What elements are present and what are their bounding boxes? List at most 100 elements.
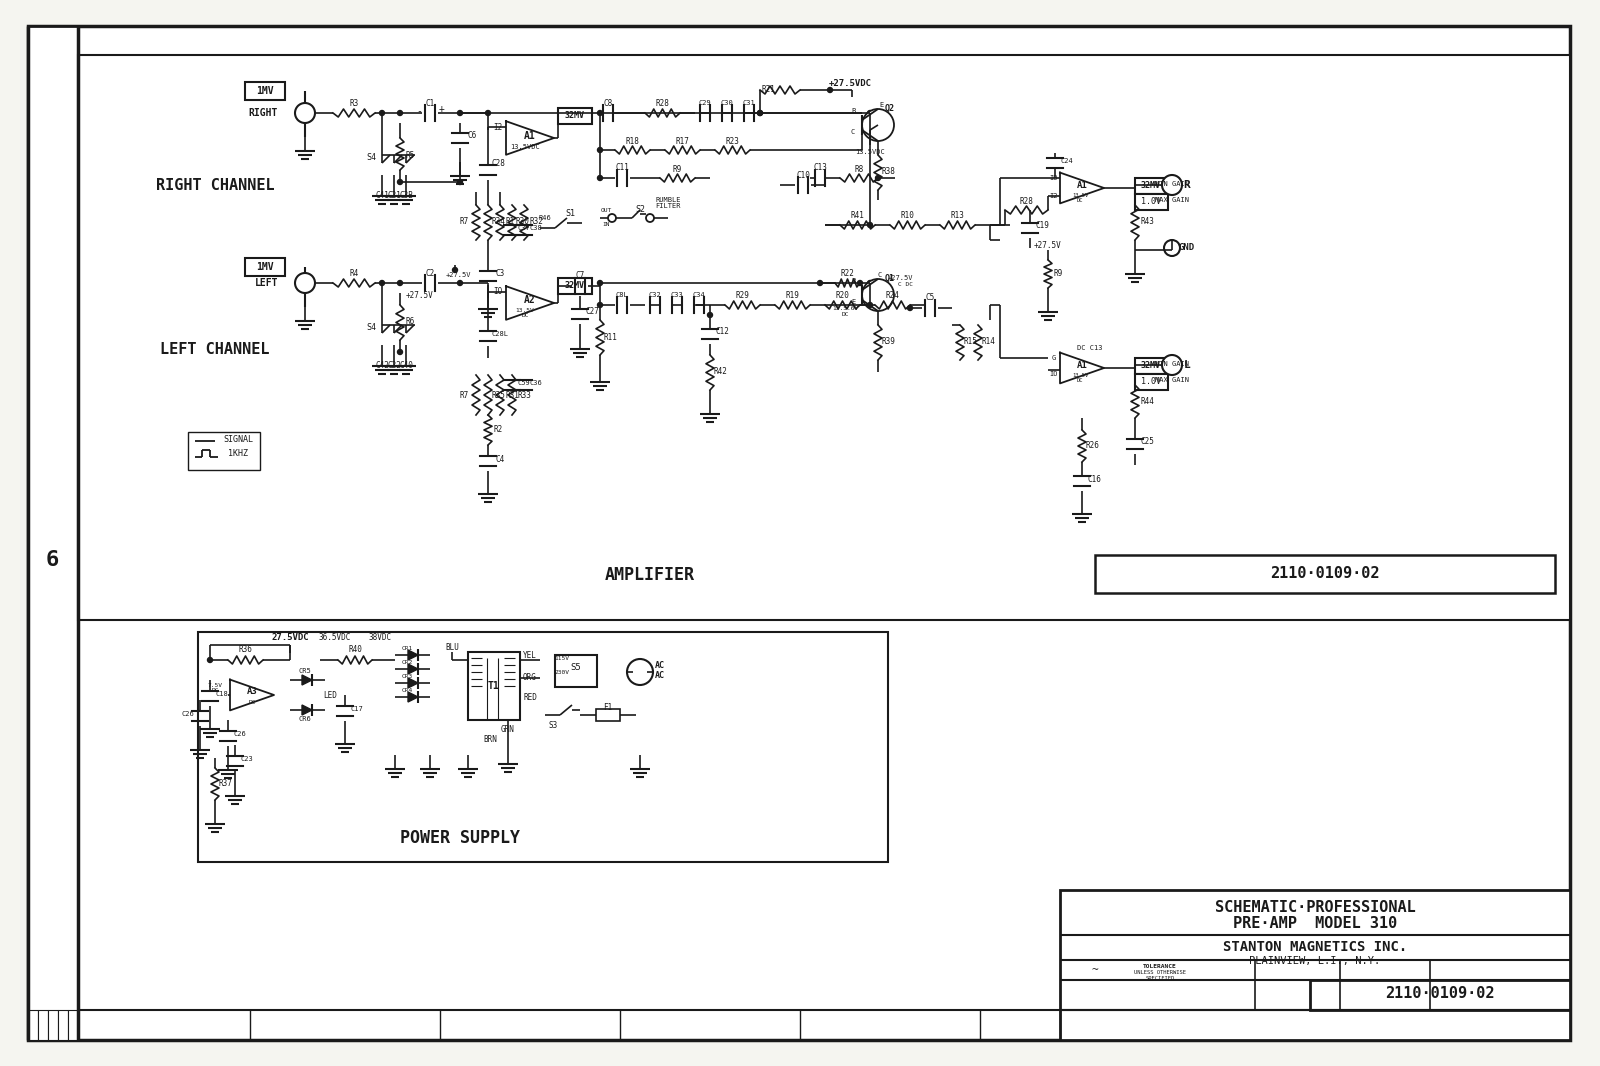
Text: 230V: 230V xyxy=(555,669,570,675)
Text: R21: R21 xyxy=(762,85,774,95)
Text: C18: C18 xyxy=(216,691,229,697)
Bar xyxy=(67,1010,78,1040)
Text: A1: A1 xyxy=(1077,361,1088,371)
Circle shape xyxy=(707,312,712,318)
Text: C30: C30 xyxy=(720,100,733,106)
Text: AMPLIFIER: AMPLIFIER xyxy=(605,566,694,584)
Text: C27: C27 xyxy=(586,307,598,317)
Circle shape xyxy=(379,280,384,286)
Text: AC: AC xyxy=(654,672,666,680)
Text: C26: C26 xyxy=(234,731,246,737)
Text: R26: R26 xyxy=(1085,441,1099,451)
Bar xyxy=(467,652,520,720)
Text: R3: R3 xyxy=(349,99,358,109)
Text: MIN GAIN: MIN GAIN xyxy=(1155,181,1189,187)
Circle shape xyxy=(608,214,616,222)
Text: 13.5.6V: 13.5.6V xyxy=(832,306,858,310)
Text: C21: C21 xyxy=(387,191,402,199)
Text: 27.5VDC: 27.5VDC xyxy=(270,633,309,643)
Text: R24: R24 xyxy=(885,291,899,301)
Text: L: L xyxy=(1184,360,1190,370)
Text: C DC: C DC xyxy=(898,282,912,288)
Text: 32MV: 32MV xyxy=(565,281,586,291)
Text: 32MV: 32MV xyxy=(1141,361,1162,371)
Text: YEL: YEL xyxy=(523,650,538,660)
Text: R10: R10 xyxy=(901,211,914,221)
Text: C59: C59 xyxy=(518,379,530,386)
Text: MAX GAIN: MAX GAIN xyxy=(1155,377,1189,383)
Circle shape xyxy=(867,280,872,286)
Text: -: - xyxy=(416,106,422,116)
Text: DC: DC xyxy=(842,312,848,318)
Polygon shape xyxy=(408,650,418,660)
Text: R14: R14 xyxy=(981,338,995,346)
Text: R46: R46 xyxy=(539,215,552,221)
Text: SIGNAL: SIGNAL xyxy=(222,436,253,445)
Circle shape xyxy=(1162,355,1182,375)
Text: C40: C40 xyxy=(398,360,413,370)
Text: +27.5V: +27.5V xyxy=(1034,241,1062,249)
Text: ORG: ORG xyxy=(523,674,538,682)
Text: C8L: C8L xyxy=(616,292,629,298)
Text: R43: R43 xyxy=(1141,217,1154,226)
Text: 13.5VDC: 13.5VDC xyxy=(510,144,539,150)
Text: I2: I2 xyxy=(493,123,502,131)
Bar xyxy=(38,1010,48,1040)
Text: RUMBLE
FILTER: RUMBLE FILTER xyxy=(656,196,680,210)
Text: C25: C25 xyxy=(1141,437,1154,447)
Text: OUT: OUT xyxy=(600,209,611,213)
Text: C1: C1 xyxy=(426,98,435,108)
Text: LEFT: LEFT xyxy=(254,278,278,288)
Text: R32: R32 xyxy=(530,217,542,226)
Text: R19: R19 xyxy=(786,291,798,301)
Text: C42: C42 xyxy=(374,360,389,370)
Bar xyxy=(558,108,592,124)
Text: 2110·0109·02: 2110·0109·02 xyxy=(1270,565,1379,581)
Bar xyxy=(29,1010,38,1040)
Text: LED: LED xyxy=(323,691,338,699)
Text: R33: R33 xyxy=(517,390,531,400)
Text: S5: S5 xyxy=(571,663,581,673)
Text: 115V: 115V xyxy=(555,656,570,661)
Text: B: B xyxy=(851,108,854,114)
Text: A3: A3 xyxy=(246,688,258,696)
Text: C22: C22 xyxy=(387,360,402,370)
Text: C23: C23 xyxy=(240,756,253,762)
Text: R7: R7 xyxy=(459,217,469,226)
Text: +27.5VDC: +27.5VDC xyxy=(829,79,872,87)
Text: R30: R30 xyxy=(515,217,530,226)
Text: E: E xyxy=(851,298,854,305)
Polygon shape xyxy=(302,705,312,715)
Bar xyxy=(555,655,597,687)
Circle shape xyxy=(597,147,603,152)
Text: 32MV: 32MV xyxy=(1141,181,1162,191)
Bar xyxy=(245,258,285,276)
Text: E: E xyxy=(880,102,885,108)
Text: C16: C16 xyxy=(1086,474,1101,484)
Text: S3: S3 xyxy=(549,721,558,729)
Text: C: C xyxy=(851,129,854,135)
Polygon shape xyxy=(408,664,418,674)
Text: R20: R20 xyxy=(835,291,850,301)
Text: C29: C29 xyxy=(699,100,712,106)
Circle shape xyxy=(597,280,603,286)
Text: CR2: CR2 xyxy=(402,660,413,664)
Text: I2: I2 xyxy=(1050,193,1058,199)
Text: GND: GND xyxy=(1179,243,1195,253)
Text: GRN: GRN xyxy=(501,726,515,734)
Text: R38: R38 xyxy=(882,167,894,177)
Text: 2110·0109·02: 2110·0109·02 xyxy=(1386,986,1494,1001)
Circle shape xyxy=(397,111,403,115)
Text: C38: C38 xyxy=(530,225,542,231)
Text: R1: R1 xyxy=(506,217,515,226)
Text: R9: R9 xyxy=(672,164,682,174)
Text: PLAINVIEW, L.I., N.Y.: PLAINVIEW, L.I., N.Y. xyxy=(1250,956,1381,966)
Circle shape xyxy=(208,658,213,662)
Circle shape xyxy=(397,280,403,286)
Text: R9: R9 xyxy=(1053,270,1062,278)
Text: R28: R28 xyxy=(1019,196,1034,206)
Text: 7.5V
DC: 7.5V DC xyxy=(208,682,222,693)
Bar xyxy=(1134,358,1168,374)
Bar xyxy=(29,26,78,1040)
Text: C31: C31 xyxy=(742,100,755,106)
